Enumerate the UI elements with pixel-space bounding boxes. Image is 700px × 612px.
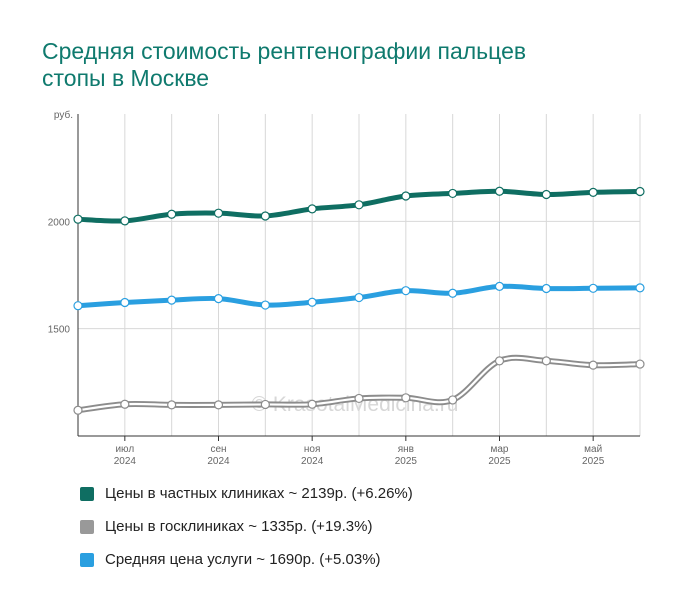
- legend-swatch-public: [80, 520, 94, 534]
- y-tick-label: 1500: [48, 325, 71, 336]
- data-point-private: [354, 200, 364, 210]
- data-point-private: [588, 187, 598, 197]
- data-point-average: [167, 295, 177, 305]
- data-point-average: [541, 283, 551, 294]
- x-tick-label-month: мар: [491, 444, 509, 455]
- x-tick-label-year: 2025: [395, 456, 418, 467]
- data-point-average: [494, 281, 505, 291]
- data-point-average: [120, 297, 130, 308]
- data-point-average: [73, 301, 83, 311]
- data-point-public: [401, 393, 411, 403]
- legend-label-private: Цены в частных клиниках ~ 2139р. (+6.26%…: [105, 485, 413, 502]
- data-point-private: [401, 191, 411, 201]
- data-point-public: [213, 400, 224, 410]
- data-point-private: [635, 186, 645, 197]
- data-point-public: [354, 393, 364, 404]
- data-point-private: [213, 208, 224, 218]
- legend-swatch-private: [80, 487, 94, 501]
- data-point-private: [494, 186, 505, 196]
- legend-label-public: Цены в госклиниках ~ 1335р. (+19.3%): [105, 518, 373, 535]
- line-chart: руб.15002000июл2024сен2024ноя2024янв2025…: [48, 109, 645, 467]
- legend-label-average: Средняя цена услуги ~ 1690р. (+5.03%): [105, 551, 381, 568]
- data-point-average: [260, 300, 270, 310]
- data-point-public: [448, 395, 458, 405]
- data-point-private: [167, 209, 177, 219]
- x-tick-label-month: янв: [398, 444, 414, 455]
- legend-swatch-average: [80, 553, 94, 567]
- data-point-private: [260, 211, 270, 221]
- chart-title-line-1: Средняя стоимость рентгенографии пальцев: [42, 38, 527, 64]
- x-tick-label-year: 2024: [207, 456, 230, 467]
- data-point-private: [73, 214, 83, 224]
- data-point-average: [448, 288, 458, 298]
- x-tick-label-year: 2024: [114, 456, 137, 467]
- x-tick-label-year: 2024: [301, 456, 324, 467]
- y-tick-label: 2000: [48, 217, 71, 228]
- x-tick-label-month: сен: [210, 444, 226, 455]
- data-point-private: [307, 204, 317, 214]
- y-axis-unit-label: руб.: [54, 109, 73, 121]
- data-point-public: [541, 356, 551, 366]
- chart-title: Средняя стоимость рентгенографии пальцев…: [42, 38, 602, 92]
- data-point-average: [401, 286, 411, 296]
- data-point-public: [588, 360, 598, 370]
- x-tick-label-year: 2025: [488, 456, 511, 467]
- data-point-public: [260, 399, 270, 410]
- x-tick-label-year: 2025: [582, 456, 605, 467]
- data-point-average: [213, 294, 224, 304]
- x-tick-label-month: май: [584, 444, 602, 455]
- data-point-average: [635, 283, 645, 293]
- data-point-public: [635, 359, 645, 369]
- data-point-private: [120, 216, 130, 226]
- data-point-private: [448, 188, 458, 199]
- x-tick-label-month: июл: [115, 444, 134, 455]
- data-point-public: [120, 399, 130, 409]
- data-point-public: [167, 400, 177, 410]
- data-point-average: [354, 292, 364, 303]
- data-point-public: [307, 399, 317, 409]
- data-point-average: [307, 297, 317, 307]
- x-tick-label-month: ноя: [304, 444, 321, 455]
- data-point-public: [73, 405, 83, 415]
- data-point-private: [541, 189, 551, 200]
- data-point-public: [494, 356, 505, 366]
- data-point-average: [588, 283, 598, 293]
- chart-title-line-2: стопы в Москве: [42, 65, 210, 91]
